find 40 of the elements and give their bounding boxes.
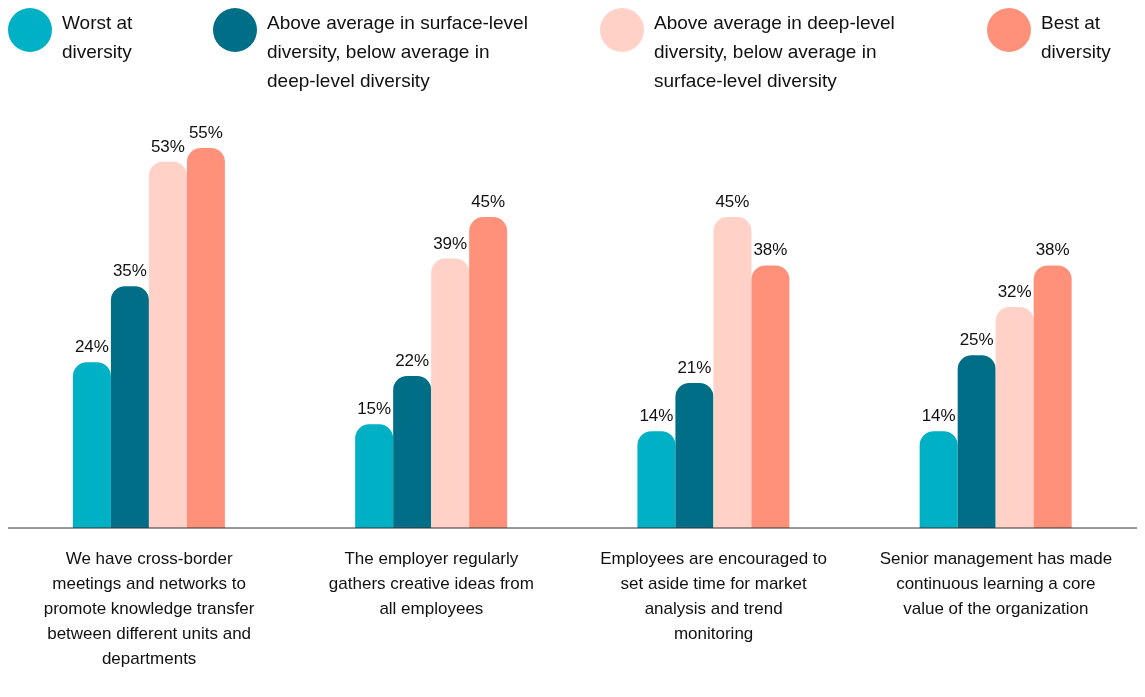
- bar: [995, 306, 1034, 528]
- data-label: 38%: [1035, 240, 1070, 260]
- data-label: 14%: [921, 406, 956, 426]
- data-label: 38%: [753, 240, 788, 260]
- bar: [919, 431, 958, 528]
- bar: [355, 424, 394, 528]
- legend-label: Above average in deep-level diversity, below average in surface-level diversity: [654, 11, 896, 93]
- x-tick-label: Senior management has made continuous learning a core value of the organization: [879, 549, 1113, 618]
- bar: [637, 431, 676, 528]
- bar: [957, 355, 996, 528]
- data-label: 14%: [639, 406, 674, 426]
- bar: [1033, 265, 1072, 528]
- data-label: 35%: [112, 261, 147, 281]
- data-label: 55%: [188, 123, 223, 142]
- bar: [675, 382, 714, 528]
- bar: [431, 258, 470, 528]
- data-label: 39%: [433, 233, 468, 253]
- x-tick-label: The employer regularly gathers creative ideas from all employees: [328, 549, 534, 618]
- x-tick-label: Employees are encouraged to set aside time for market analysis and trend monitoring: [600, 549, 828, 643]
- x-tick-label: We have cross-border meetings and networks to promote knowledge transfer between different units and departments: [43, 549, 255, 668]
- bar: [72, 362, 111, 528]
- bar: [393, 376, 432, 528]
- data-label: 25%: [959, 330, 994, 350]
- data-label: 24%: [74, 337, 109, 357]
- bar: [751, 265, 790, 528]
- data-label: 45%: [715, 192, 750, 212]
- bar: [186, 148, 225, 528]
- data-label: 15%: [357, 399, 392, 419]
- legend-label: Above average in surface-level diversity, below average in deep-level diversity: [267, 11, 529, 93]
- data-label: 21%: [677, 357, 712, 377]
- data-label: 32%: [997, 281, 1032, 301]
- data-label: 22%: [395, 351, 430, 370]
- data-label: 53%: [150, 136, 185, 156]
- legend-label: Best at diversity: [1041, 11, 1112, 64]
- bar: [469, 217, 508, 528]
- bar: [148, 161, 187, 528]
- legend-label: Worst at diversity: [62, 11, 134, 64]
- bar: [713, 217, 752, 528]
- data-label: 45%: [471, 192, 506, 212]
- bar: [110, 286, 149, 528]
